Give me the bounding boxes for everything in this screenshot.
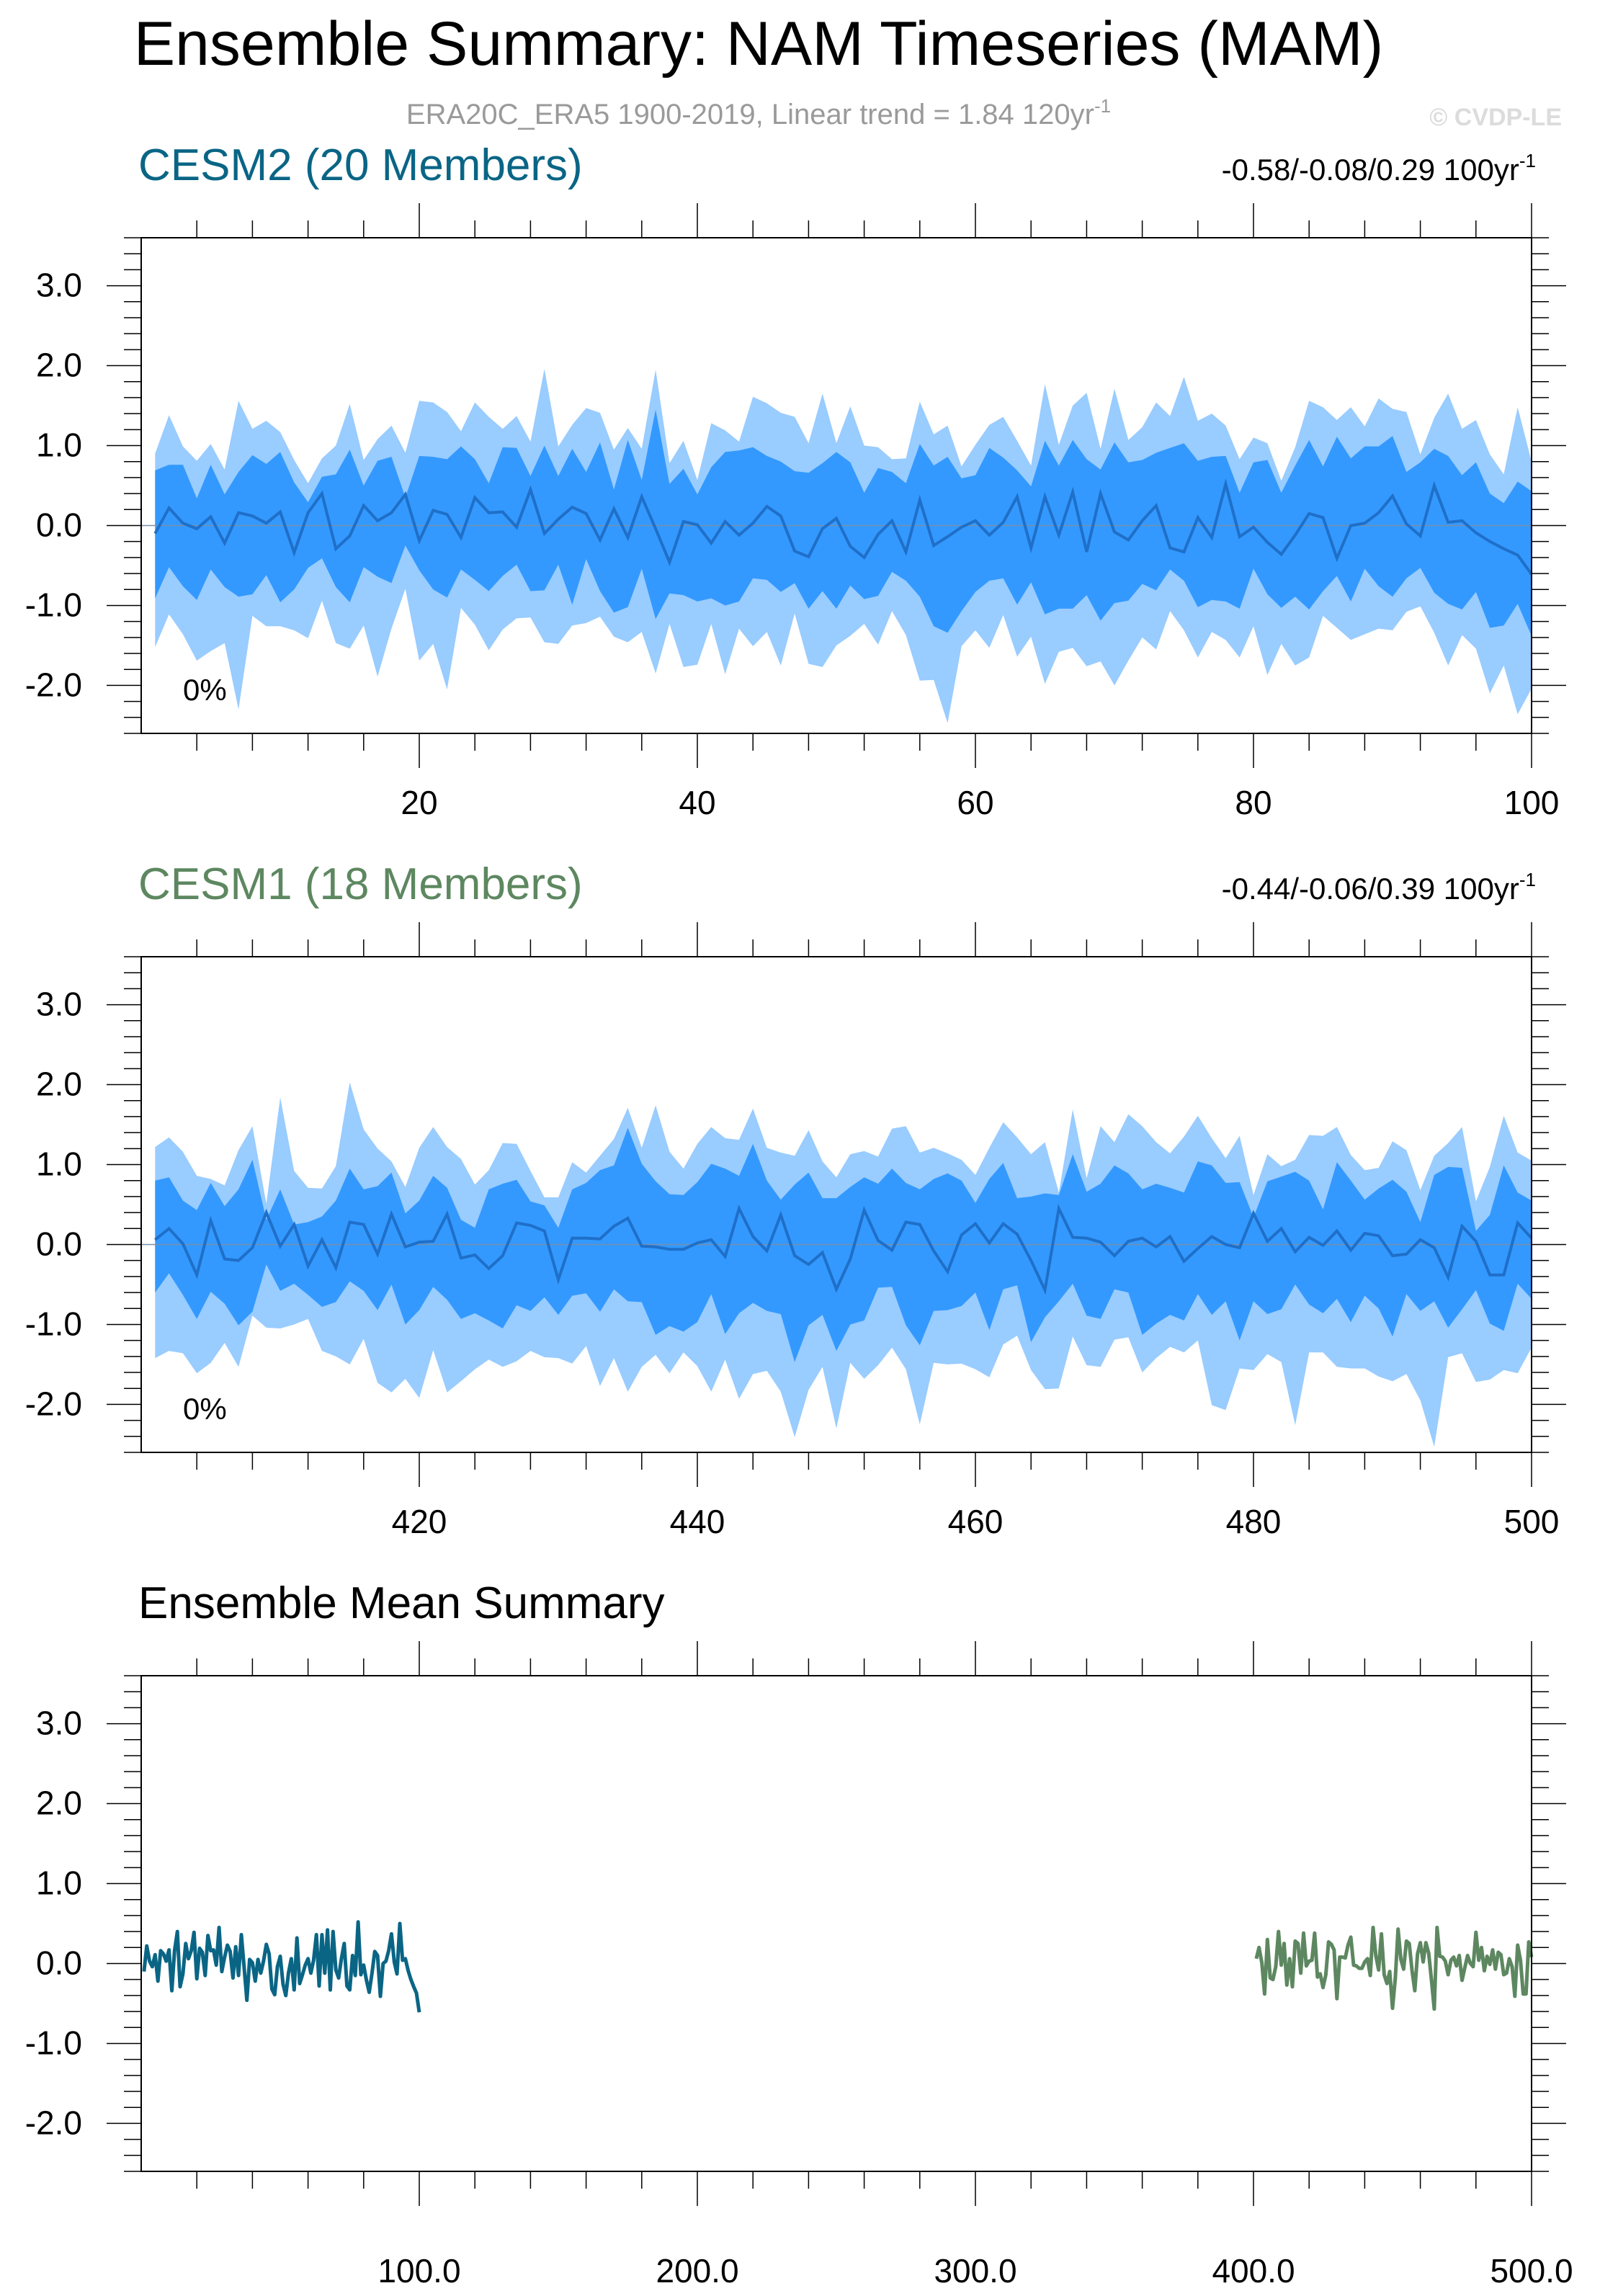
series-line-mean — [153, 478, 1533, 576]
x-tick-label: 60 — [957, 784, 993, 821]
band-10-90 — [155, 409, 1532, 636]
chart-panel-cesm1: CESM1 (18 Members) -0.44/-0.06/0.39 100yr… — [25, 859, 1566, 1540]
y-tick-label: -2.0 — [25, 2104, 82, 2141]
page-subtitle: ERA20C_ERA5 1900-2019, Linear trend = 1.… — [406, 95, 1111, 130]
y-tick-label: 0.0 — [36, 506, 82, 543]
plot-frame — [140, 956, 1532, 1453]
y-tick-label: 0.0 — [36, 1225, 82, 1262]
y-tick-label: 2.0 — [36, 1784, 82, 1822]
y-tick-label: -1.0 — [25, 1305, 82, 1342]
y-tick-label: 3.0 — [36, 267, 82, 304]
chart-title: CESM1 (18 Members) — [138, 859, 583, 909]
plot-frame — [140, 237, 1532, 734]
y-tick-label: 2.0 — [36, 347, 82, 384]
y-tick-label: 3.0 — [36, 986, 82, 1023]
y-tick-label: -1.0 — [25, 2024, 82, 2061]
y-tick-label: -2.0 — [25, 666, 82, 703]
y-tick-label: 3.0 — [36, 1705, 82, 1742]
trend-label-sup: -1 — [1519, 150, 1536, 171]
series-line-cesm2 — [142, 1920, 421, 2013]
charts: CESM2 (20 Members) -0.58/-0.08/0.29 100yr… — [25, 140, 1573, 2290]
y-tick-label: 0.0 — [36, 1944, 82, 1981]
page-subtitle-main: ERA20C_ERA5 1900-2019, Linear trend = 1.… — [406, 99, 1094, 130]
y-tick-label: 1.0 — [36, 426, 82, 464]
x-tick-label: 100.0 — [377, 2252, 460, 2290]
x-tick-label: 480 — [1226, 1503, 1282, 1540]
chart-title: CESM2 (20 Members) — [138, 140, 583, 190]
x-tick-label: 420 — [392, 1503, 447, 1540]
y-tick-label: -1.0 — [25, 586, 82, 623]
y-tick-label: 1.0 — [36, 1864, 82, 1902]
x-tick-label: 40 — [679, 784, 715, 821]
x-tick-label: 80 — [1235, 784, 1271, 821]
chart-panel-ensemble_mean: Ensemble Mean Summary -2.0 -1.0 0.0 1.0 2.0 3.… — [25, 1578, 1573, 2290]
trend-label: -0.58/-0.08/0.29 100yr-1 — [1222, 150, 1536, 187]
chart-panel-cesm2: CESM2 (20 Members) -0.58/-0.08/0.29 100yr… — [25, 140, 1566, 821]
y-tick-label: 2.0 — [36, 1066, 82, 1103]
chart-title: Ensemble Mean Summary — [138, 1578, 665, 1628]
plot-frame — [140, 1675, 1532, 2172]
series-line-mean — [154, 1203, 1533, 1295]
percent-label: 0% — [183, 1392, 227, 1426]
x-tick-label: 500 — [1504, 1503, 1560, 1540]
percent-label: 0% — [183, 673, 227, 707]
x-tick-label: 100 — [1504, 784, 1560, 821]
y-tick-label: -2.0 — [25, 1385, 82, 1422]
x-tick-label: 20 — [401, 784, 437, 821]
trend-label-main: -0.44/-0.06/0.39 100yr — [1222, 872, 1519, 906]
x-tick-label: 400.0 — [1212, 2252, 1295, 2290]
trend-label: -0.44/-0.06/0.39 100yr-1 — [1222, 869, 1536, 906]
page-subtitle-sup: -1 — [1094, 95, 1111, 117]
x-tick-label: 440 — [670, 1503, 725, 1540]
x-tick-label: 460 — [948, 1503, 1004, 1540]
watermark: © CVDP-LE — [1429, 104, 1562, 131]
x-tick-label: 300.0 — [934, 2252, 1016, 2290]
page-title: Ensemble Summary: NAM Timeseries (MAM) — [134, 9, 1384, 79]
x-tick-label: 500.0 — [1490, 2252, 1573, 2290]
series-line-cesm1 — [1254, 1926, 1534, 2011]
trend-label-main: -0.58/-0.08/0.29 100yr — [1222, 153, 1519, 187]
y-tick-label: 1.0 — [36, 1145, 82, 1183]
x-tick-label: 200.0 — [656, 2252, 738, 2290]
trend-label-sup: -1 — [1519, 869, 1536, 890]
